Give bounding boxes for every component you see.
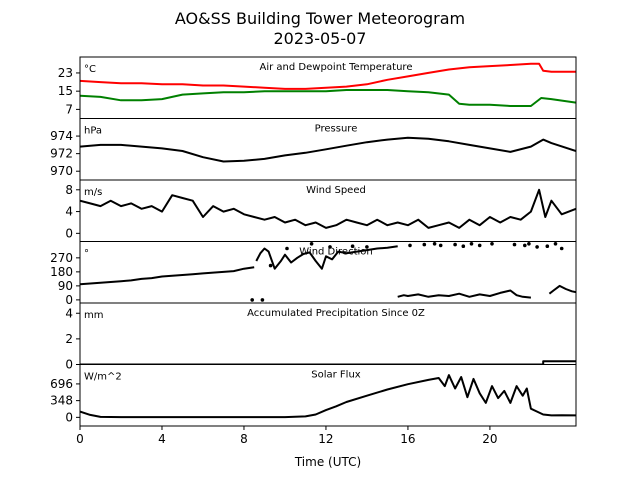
wind_dir-series-line-0 bbox=[80, 266, 255, 286]
solar-ytick-label: 696 bbox=[50, 377, 73, 391]
wind_dir-series-line-3 bbox=[548, 284, 576, 295]
wind_speed-title: Wind Speed bbox=[306, 185, 366, 196]
wind_speed-unit: m/s bbox=[84, 187, 102, 198]
temp-title: Air and Dewpoint Temperature bbox=[260, 62, 413, 73]
wind_dir-series-line-2 bbox=[397, 289, 531, 299]
temp-ytick-label: 7 bbox=[65, 102, 73, 116]
solar-frame bbox=[79, 364, 577, 427]
temp-data bbox=[80, 62, 576, 107]
wind_dir-ytick-label: 0 bbox=[65, 293, 73, 307]
temp-unit: °C bbox=[84, 64, 96, 75]
wind_speed-ytick-label: 8 bbox=[65, 183, 73, 197]
pressure-unit: hPa bbox=[84, 126, 102, 137]
wind_dir-point bbox=[268, 263, 273, 268]
temp-series-air_temp-0 bbox=[80, 62, 576, 90]
wind_dir-point bbox=[350, 244, 355, 248]
wind_dir-point bbox=[545, 244, 550, 248]
wind_dir-point bbox=[285, 246, 289, 251]
wind_dir-unit: ° bbox=[84, 249, 89, 260]
solar-ytick-label: 348 bbox=[50, 394, 73, 408]
wind_dir-point bbox=[527, 242, 531, 246]
pressure-data bbox=[80, 136, 576, 163]
temp-series-dewpoint-1 bbox=[80, 89, 576, 107]
panel-solar: 0 348 696 Solar Flux W/m^2 bbox=[50, 364, 577, 427]
x-tick-label: 12 bbox=[318, 432, 333, 446]
panel-precip: 0 2 4 Accumulated Precipitation Since 0Z mm bbox=[65, 302, 577, 372]
x-axis-label: Time (UTC) bbox=[294, 455, 361, 469]
wind_dir-point bbox=[408, 243, 412, 248]
chart-title: AO&SS Building Tower Meteorogram bbox=[175, 9, 465, 28]
wind_dir-title: Wind Direction bbox=[299, 247, 373, 258]
precip-series-line-0 bbox=[80, 360, 576, 365]
solar-unit: W/m^2 bbox=[84, 372, 122, 383]
wind_dir-point bbox=[309, 242, 314, 246]
x-tick-label: 16 bbox=[400, 432, 415, 446]
wind_dir-point bbox=[523, 243, 527, 248]
wind_dir-point bbox=[477, 243, 482, 248]
wind_speed-ytick-label: 0 bbox=[65, 226, 73, 240]
wind_dir-point bbox=[328, 245, 332, 249]
x-tick-label: 4 bbox=[158, 432, 166, 446]
panel-wind_speed: 0 4 8 Wind Speed m/s bbox=[65, 179, 577, 242]
chart-subtitle: 2023-05-07 bbox=[274, 29, 367, 48]
x-tick-label: 8 bbox=[240, 432, 248, 446]
pressure-series-line-0 bbox=[80, 136, 576, 163]
wind_speed-ytick-label: 4 bbox=[65, 205, 73, 219]
wind_speed-data bbox=[80, 188, 576, 229]
pressure-ytick-label: 974 bbox=[50, 129, 73, 143]
wind_speed-series-line-0 bbox=[80, 188, 576, 229]
wind_dir-ytick-label: 90 bbox=[58, 279, 73, 293]
wind_dir-point bbox=[260, 298, 265, 302]
wind_dir-point bbox=[461, 244, 466, 248]
wind_dir-point bbox=[438, 243, 443, 248]
precip-ytick-label: 2 bbox=[65, 332, 73, 346]
wind_dir-series-line-1 bbox=[255, 245, 398, 270]
wind_dir-ytick-label: 180 bbox=[50, 265, 73, 279]
wind_dir-point bbox=[250, 298, 254, 302]
wind_dir-point bbox=[535, 245, 539, 249]
solar-title: Solar Flux bbox=[311, 370, 361, 381]
solar-series-line-0 bbox=[80, 374, 576, 419]
temp-ytick-label: 15 bbox=[58, 84, 73, 98]
x-tick-label: 0 bbox=[76, 432, 84, 446]
wind_dir-point bbox=[469, 242, 474, 246]
x-tick-label: 20 bbox=[482, 432, 497, 446]
wind_dir-point bbox=[490, 242, 494, 246]
pressure-title: Pressure bbox=[315, 124, 358, 135]
wind_dir-point bbox=[432, 242, 437, 246]
solar-data bbox=[80, 374, 576, 419]
wind_dir-ytick-label: 270 bbox=[50, 251, 73, 265]
wind_dir-point bbox=[365, 245, 369, 249]
pressure-ytick-label: 972 bbox=[50, 147, 73, 161]
wind_dir-point bbox=[553, 242, 558, 246]
panel-pressure: 970 972 974 Pressure hPa bbox=[50, 118, 577, 181]
precip-data bbox=[80, 360, 576, 365]
wind_dir-point bbox=[422, 242, 427, 247]
wind_dir-data bbox=[80, 242, 576, 302]
panel-temp: 7 15 23 Air and Dewpoint Temperature °C bbox=[58, 56, 577, 119]
precip-title: Accumulated Precipitation Since 0Z bbox=[247, 308, 425, 319]
pressure-ytick-label: 970 bbox=[50, 164, 73, 178]
x-axis: 0 4 8 12 16 20 bbox=[76, 426, 498, 446]
precip-unit: mm bbox=[84, 310, 103, 321]
wind_dir-point bbox=[559, 246, 564, 251]
precip-ytick-label: 4 bbox=[65, 306, 73, 320]
wind_dir-point bbox=[453, 242, 457, 247]
precip-ytick-label: 0 bbox=[65, 358, 73, 372]
wind_dir-point bbox=[512, 242, 517, 247]
solar-ytick-label: 0 bbox=[65, 410, 73, 424]
temp-ytick-label: 23 bbox=[58, 66, 73, 80]
